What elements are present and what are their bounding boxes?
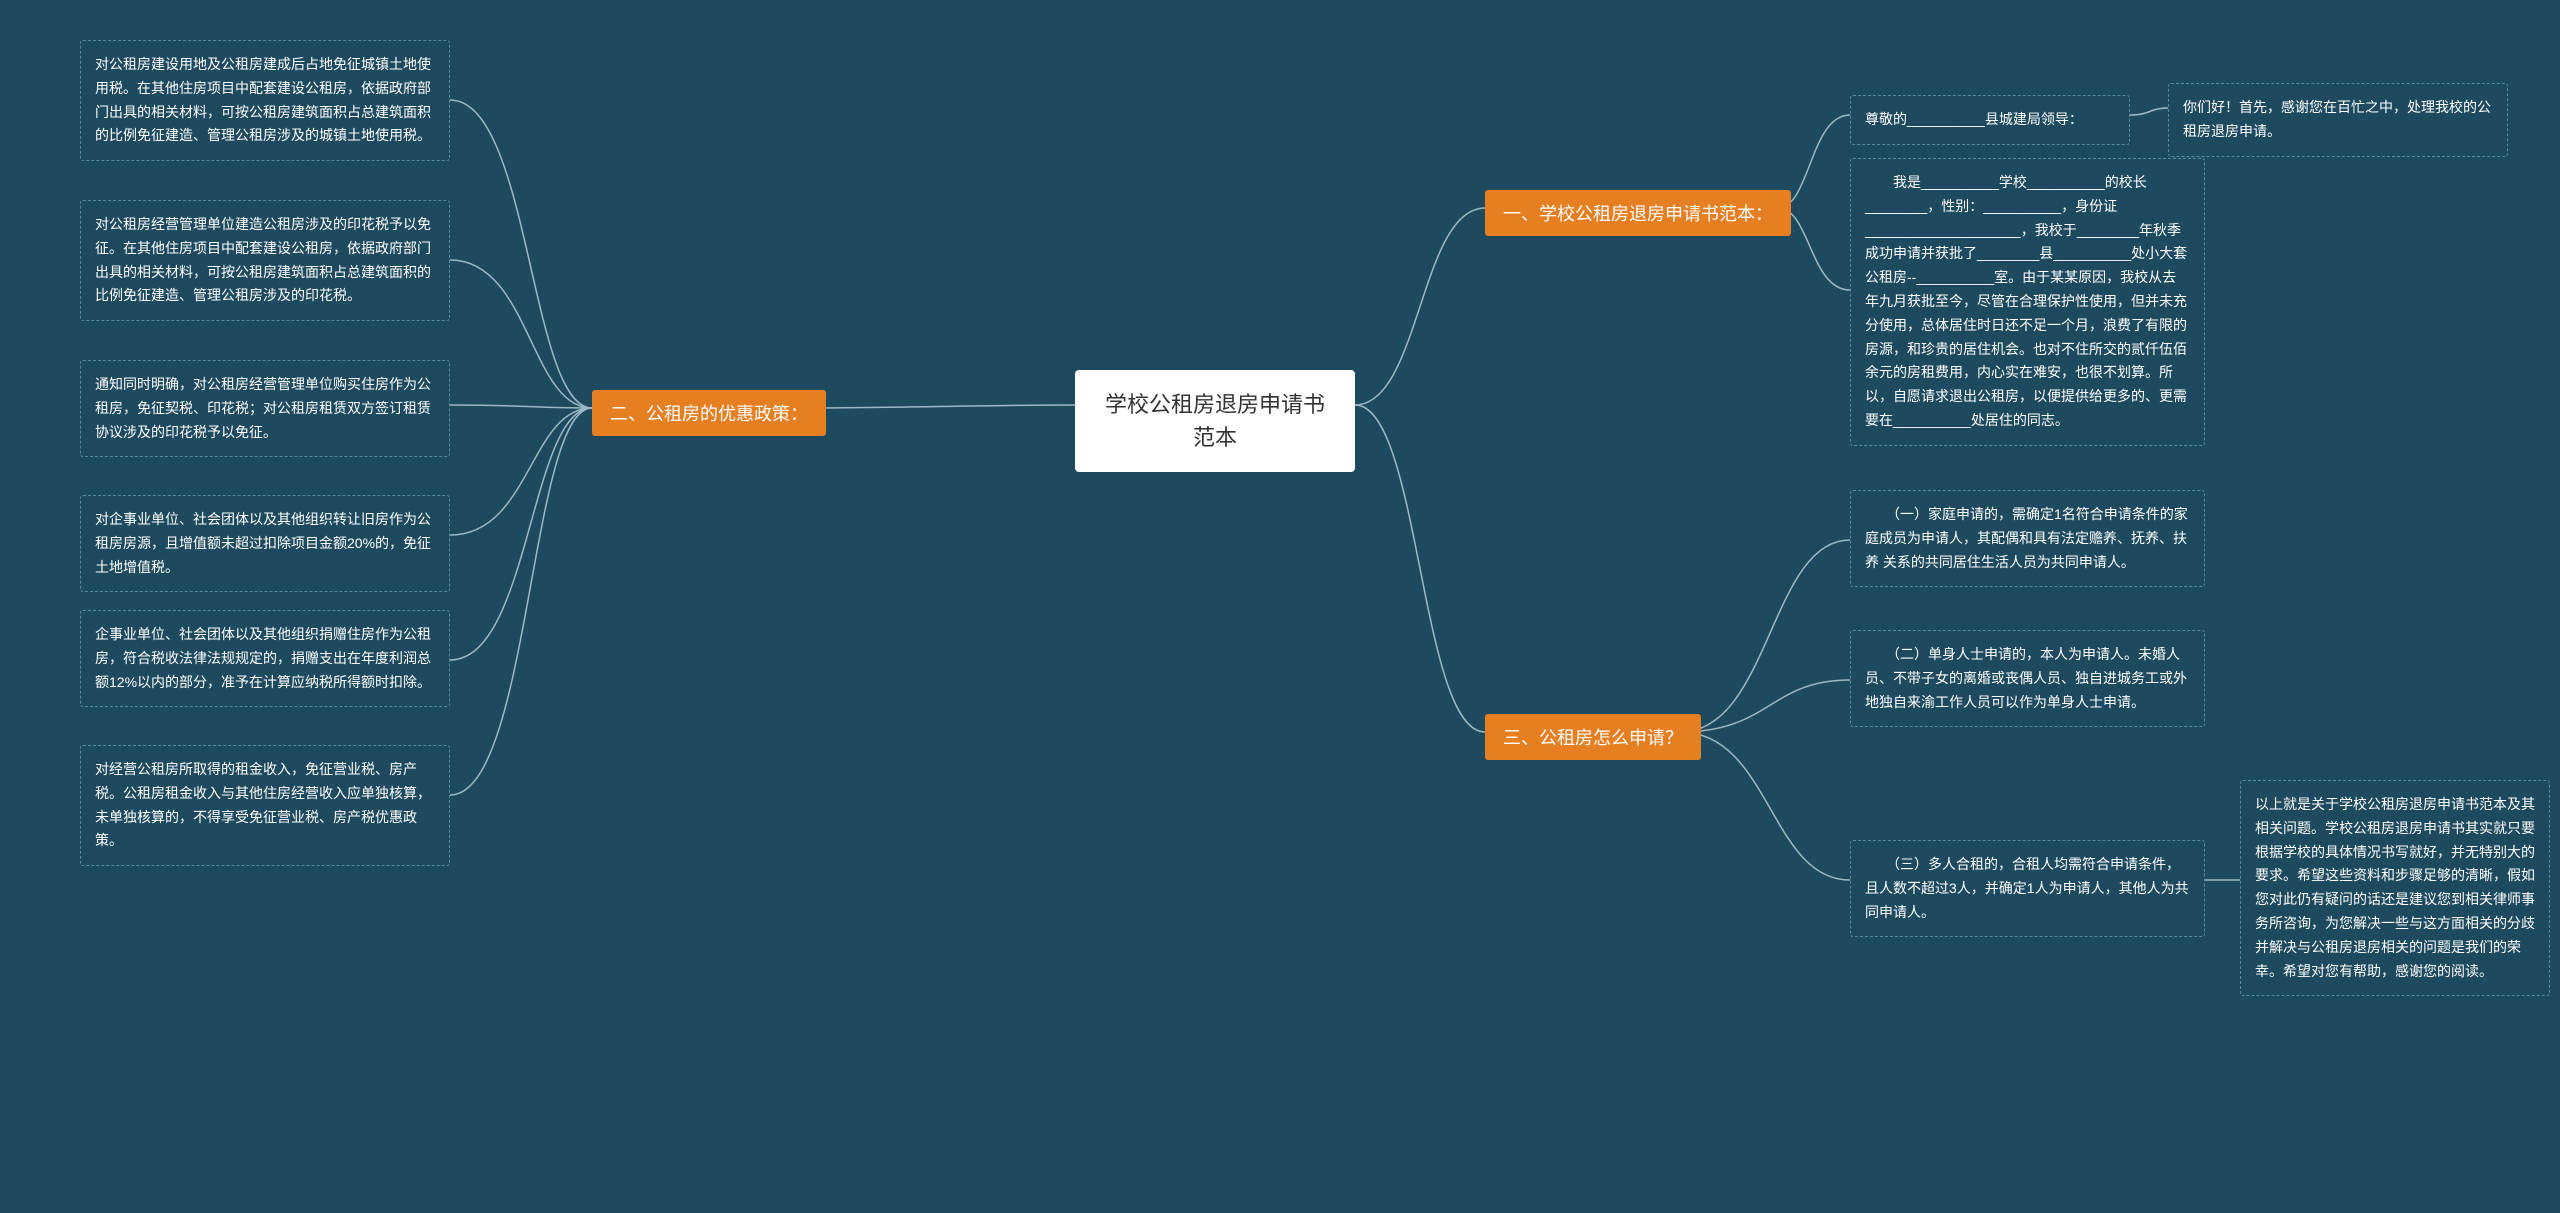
branch-3-text: 三、公租房怎么申请？ bbox=[1503, 728, 1683, 748]
branch-3: 三、公租房怎么申请？ bbox=[1485, 714, 1701, 760]
root-node: 学校公租房退房申请书范本 bbox=[1075, 370, 1355, 472]
leaf-2f: 对经营公租房所取得的租金收入，免征营业税、房产税。公租房租金收入与其他住房经营收… bbox=[80, 745, 450, 866]
branch-2: 二、公租房的优惠政策： bbox=[592, 390, 826, 436]
branch-1-text: 一、学校公租房退房申请书范本： bbox=[1503, 204, 1773, 224]
leaf-1a: 尊敬的__________县城建局领导： bbox=[1850, 95, 2130, 145]
leaf-2e: 企事业单位、社会团体以及其他组织捐赠住房作为公租房，符合税收法律法规规定的，捐赠… bbox=[80, 610, 450, 707]
leaf-2d: 对企事业单位、社会团体以及其他组织转让旧房作为公租房房源，且增值额未超过扣除项目… bbox=[80, 495, 450, 592]
leaf-1a2: 你们好！首先，感谢您在百忙之中，处理我校的公租房退房申请。 bbox=[2168, 83, 2508, 157]
leaf-2a: 对公租房建设用地及公租房建成后占地免征城镇土地使用税。在其他住房项目中配套建设公… bbox=[80, 40, 450, 161]
branch-1: 一、学校公租房退房申请书范本： bbox=[1485, 190, 1791, 236]
leaf-3a: （一）家庭申请的，需确定1名符合申请条件的家庭成员为申请人，其配偶和具有法定赡养… bbox=[1850, 490, 2205, 587]
leaf-3c: （三）多人合租的，合租人均需符合申请条件，且人数不超过3人，并确定1人为申请人，… bbox=[1850, 840, 2205, 937]
leaf-1b: 我是__________学校__________的校长________，性别：_… bbox=[1850, 158, 2205, 446]
branch-2-text: 二、公租房的优惠政策： bbox=[610, 404, 808, 424]
leaf-3b: （二）单身人士申请的，本人为申请人。未婚人员、不带子女的离婚或丧偶人员、独自进城… bbox=[1850, 630, 2205, 727]
leaf-3c2: 以上就是关于学校公租房退房申请书范本及其相关问题。学校公租房退房申请书其实就只要… bbox=[2240, 780, 2550, 996]
leaf-2c: 通知同时明确，对公租房经营管理单位购买住房作为公租房，免征契税、印花税；对公租房… bbox=[80, 360, 450, 457]
leaf-2b: 对公租房经营管理单位建造公租房涉及的印花税予以免征。在其他住房项目中配套建设公租… bbox=[80, 200, 450, 321]
root-text: 学校公租房退房申请书范本 bbox=[1105, 392, 1325, 450]
